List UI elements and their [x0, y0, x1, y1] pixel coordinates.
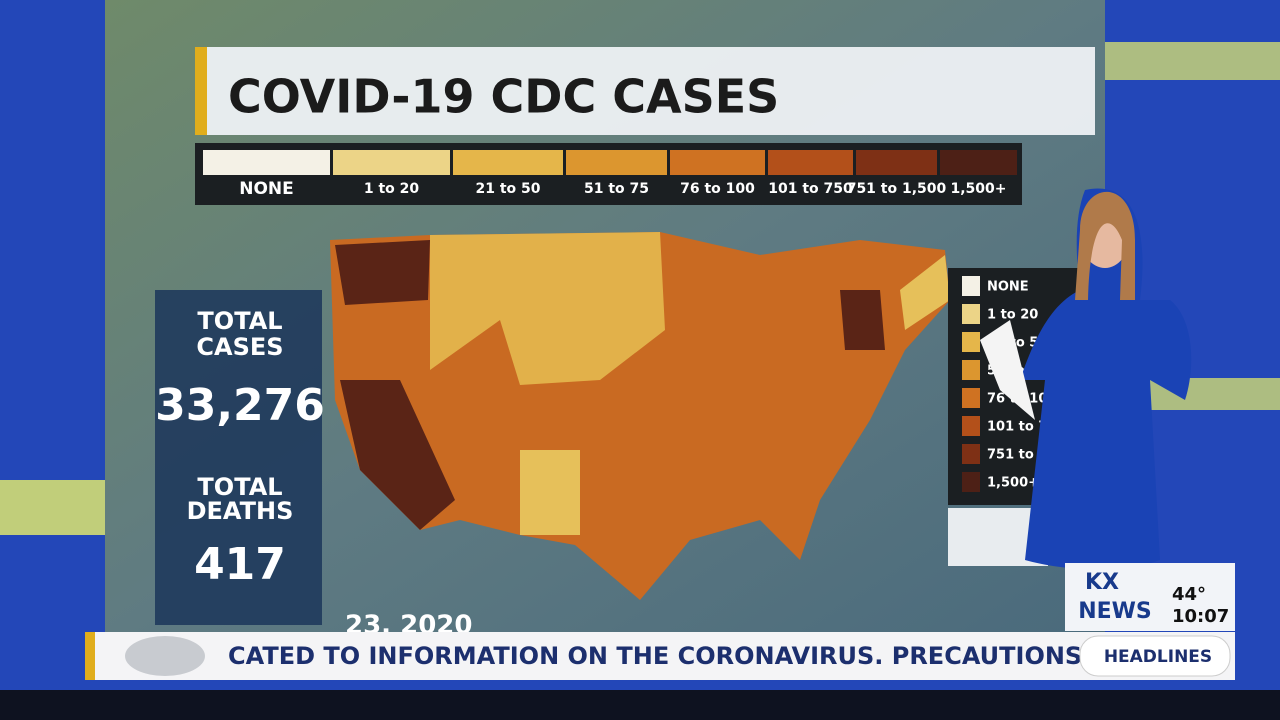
temperature: 44°	[1172, 584, 1206, 605]
studio-light	[1105, 42, 1280, 80]
legend-swatch	[856, 150, 937, 175]
legend-swatch	[203, 150, 330, 175]
ticker-accent	[85, 632, 95, 680]
legend-label: 21 to 50	[475, 181, 540, 197]
legend-label: NONE	[987, 280, 1029, 295]
legend-label: 101 to 750	[768, 181, 853, 197]
legend-swatch	[962, 360, 980, 380]
legend-swatch	[566, 150, 667, 175]
presenter	[1020, 188, 1192, 570]
legend-swatch	[768, 150, 853, 175]
map-region	[520, 255, 950, 535]
stat-label: DEATHS	[187, 497, 294, 525]
stat-label: TOTAL	[197, 307, 282, 335]
title: COVID-19 CDC CASES	[228, 70, 779, 124]
legend-label: NONE	[239, 179, 294, 199]
legend-swatch	[962, 332, 980, 352]
logo-text: KX	[1085, 570, 1119, 595]
map-region	[430, 232, 665, 385]
legend-label: 1,500+	[950, 181, 1006, 197]
title-banner	[195, 47, 1095, 135]
legend-label: 1 to 20	[364, 181, 420, 197]
weather-box	[1165, 563, 1235, 631]
logo-text: NEWS	[1078, 599, 1152, 624]
stat-value: 33,276	[155, 380, 325, 431]
papers	[980, 320, 1035, 420]
stat-label: TOTAL	[197, 473, 282, 501]
studio-light	[0, 480, 110, 535]
title-accent	[195, 47, 207, 135]
ticker-text: CATED TO INFORMATION ON THE CORONAVIRUS.…	[228, 642, 1127, 670]
time: 10:07	[1172, 606, 1229, 627]
legend-swatch	[962, 416, 980, 436]
station-logo	[1065, 563, 1165, 631]
ticker-bar	[85, 632, 1235, 680]
legend-swatch	[962, 388, 980, 408]
legend-label: 51 to 75	[584, 181, 649, 197]
network-logo	[125, 636, 205, 676]
legend: NONE 1 to 20 21 to 50 51 to 75 76 to 100 101 …	[203, 150, 1017, 199]
section-box	[1079, 635, 1231, 677]
stats-panel	[155, 290, 322, 625]
legend-label: 76 to 100	[680, 181, 755, 197]
legend-swatch	[453, 150, 563, 175]
map-region	[335, 240, 885, 530]
legend-swatch	[940, 150, 1017, 175]
legend-swatch	[962, 276, 980, 296]
stat-label: CASES	[196, 333, 283, 361]
legend-swatch	[962, 444, 980, 464]
legend-swatch	[670, 150, 765, 175]
stat-value: 417	[194, 539, 286, 590]
section-label: HEADLINES	[1104, 647, 1212, 667]
legend-label: 1,500+	[987, 476, 1039, 491]
legend-label: 751 to 1,500	[847, 181, 947, 197]
legend-label: 1 to 20	[987, 308, 1038, 323]
presenter-hair	[1075, 191, 1135, 300]
legend-swatch	[962, 472, 980, 492]
legend-swatch	[333, 150, 450, 175]
studio-floor	[0, 690, 1280, 720]
legend-swatch	[962, 304, 980, 324]
